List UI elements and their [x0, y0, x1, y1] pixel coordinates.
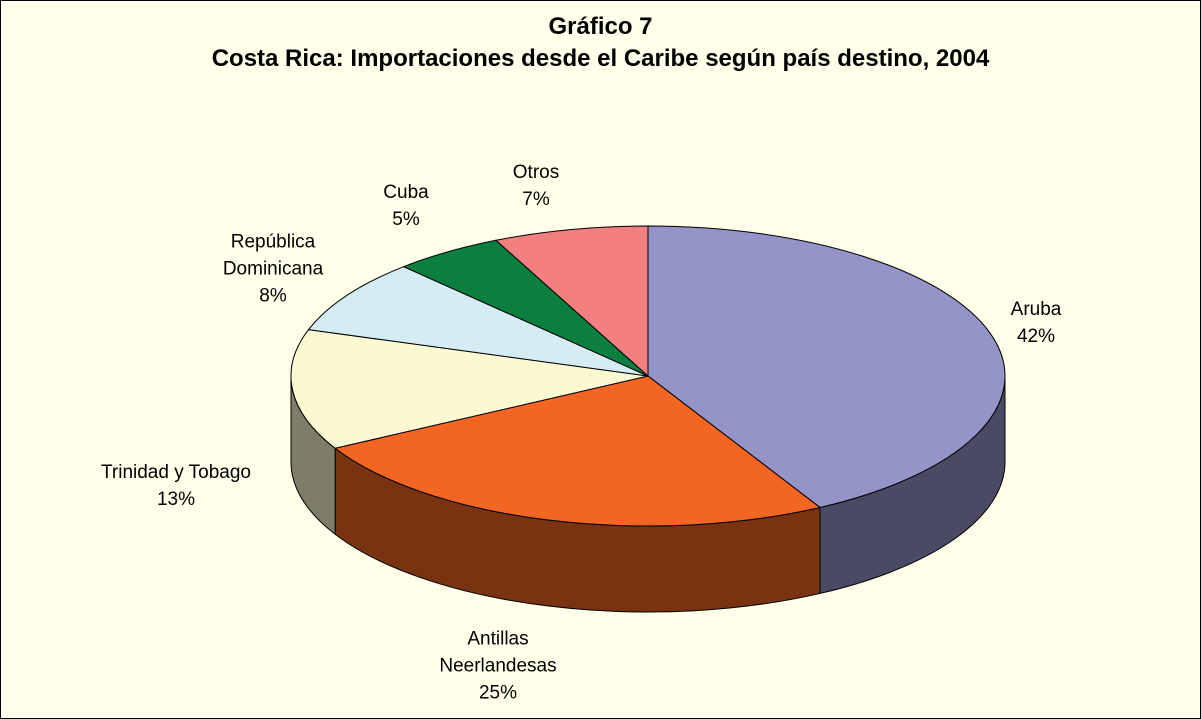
slice-label: Antillas Neerlandesas 25% [423, 626, 573, 707]
category-label: República Dominicana [222, 231, 324, 280]
slice [647, 225, 1006, 508]
category-label: Aruba [1010, 299, 1062, 320]
category-label: Trinidad y Tobago [101, 462, 251, 483]
slice [334, 375, 822, 527]
slice [494, 225, 649, 378]
slice [290, 329, 649, 449]
slice-label: Trinidad y Tobago 13% [66, 459, 286, 513]
value-label: 8% [259, 285, 287, 307]
value-label: 5% [392, 209, 420, 230]
chart-title: Gráfico 7 [548, 13, 653, 40]
slice-label: Aruba 42% [961, 296, 1111, 350]
value-label: 13% [156, 489, 196, 510]
value-label: 25% [478, 682, 518, 704]
slice-label: República Dominicana 8% [198, 229, 348, 310]
value-label: 42% [1016, 326, 1056, 347]
chart-subtitle: Costa Rica: Importaciones desde el Carib… [211, 45, 990, 72]
titles: Gráfico 7 Costa Rica: Importaciones desd… [131, 11, 1071, 75]
category-label: Antillas Neerlandesas [439, 628, 557, 677]
slice-label: Cuba 5% [331, 179, 481, 233]
category-label: Cuba [383, 182, 429, 203]
category-label: Otros [512, 162, 560, 183]
value-label: 7% [522, 189, 550, 210]
slice-label: Otros 7% [461, 159, 611, 213]
slice [307, 266, 649, 377]
